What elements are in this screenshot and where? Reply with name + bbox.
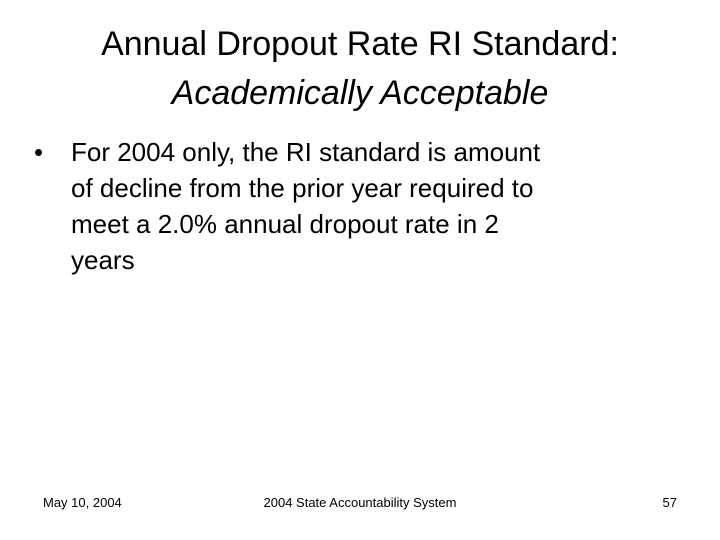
bullet-marker: • xyxy=(34,137,44,167)
bullet-line: years xyxy=(71,245,135,275)
slide-title: Annual Dropout Rate RI Standard: xyxy=(101,25,619,63)
footer-date: May 10, 2004 xyxy=(43,495,122,510)
bullet-line: For 2004 only, the RI standard is amount xyxy=(71,137,541,167)
page-number: 57 xyxy=(662,495,677,510)
footer-title: 2004 State Accountability System xyxy=(263,495,457,510)
bullet-line: of decline from the prior year required … xyxy=(71,173,534,203)
bullet-text: For 2004 only, the RI standard is amount… xyxy=(71,134,671,278)
slide-subtitle: Academically Acceptable xyxy=(171,74,549,112)
bullet-line: meet a 2.0% annual dropout rate in 2 xyxy=(71,209,499,239)
